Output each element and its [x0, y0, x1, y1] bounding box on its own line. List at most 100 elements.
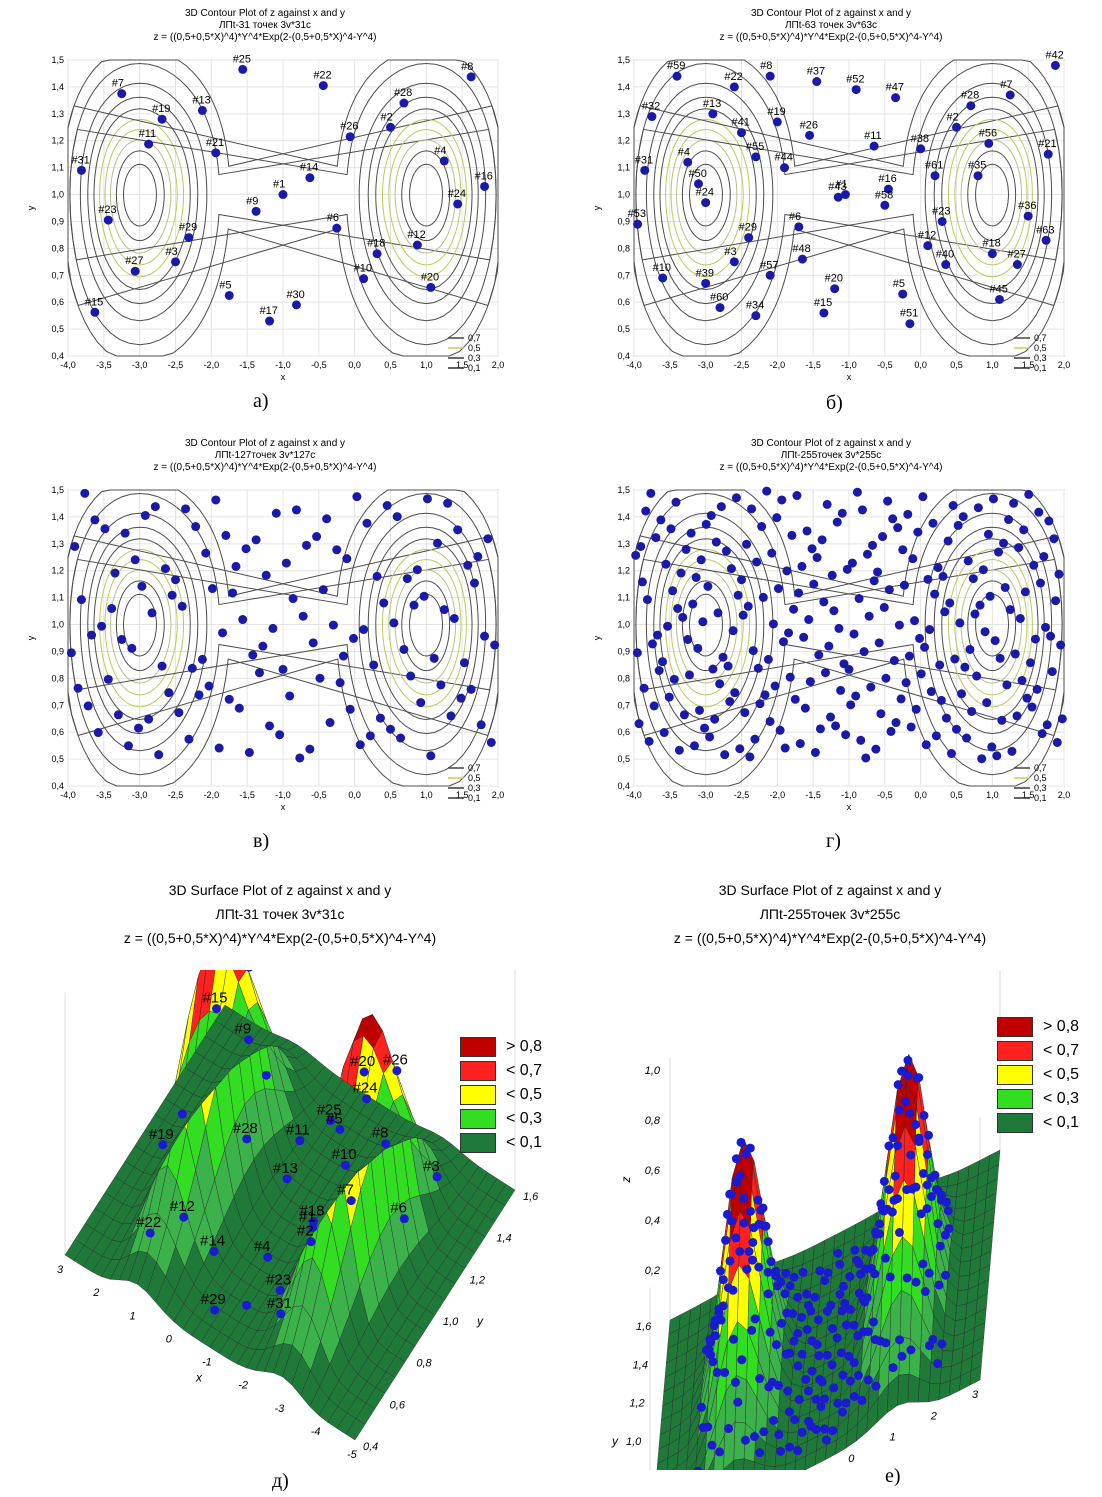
data-point: [120, 528, 130, 538]
legend-swatch: [460, 1133, 496, 1153]
data-point: [916, 1209, 926, 1219]
point-label: #42: [1045, 49, 1063, 61]
surface-patch: [671, 1466, 678, 1470]
data-point: [833, 192, 843, 202]
legend-label: 0,7: [1034, 333, 1047, 343]
y-tick-label: 0,7: [617, 700, 630, 710]
data-point: [832, 1333, 842, 1343]
contour-panel-b: 3D Contour Plot of z against x and y ЛПt…: [586, 2, 1076, 422]
contour-line: [123, 163, 157, 227]
point-label: #24: [696, 187, 714, 199]
legend: > 0,8 < 0,7 < 0,5 < 0,3 < 0,1: [460, 1035, 542, 1155]
data-point: [110, 568, 120, 578]
data-point: [790, 694, 800, 704]
point-label: #22: [724, 71, 742, 83]
data-point: [922, 1180, 932, 1190]
data-point: [936, 695, 946, 705]
contour-line: [110, 139, 172, 254]
surface-patch: [781, 1254, 795, 1271]
data-point: [810, 1292, 820, 1302]
point-label: #8: [760, 60, 772, 72]
data-point: [807, 544, 817, 554]
data-point: [812, 77, 822, 87]
data-point: [904, 651, 914, 661]
data-point: [789, 1272, 799, 1282]
data-point: [830, 284, 840, 294]
data-point: [891, 718, 901, 728]
data-point: [831, 721, 841, 731]
z-tick-label: 0,4: [645, 1215, 660, 1227]
data-point: [918, 1259, 928, 1269]
surface-panel-f: 3D Surface Plot of z against x and y ЛПt…: [560, 880, 1100, 1497]
data-point: [399, 98, 409, 108]
data-point: [903, 1071, 913, 1081]
data-point: [426, 282, 436, 292]
data-point: [879, 1176, 889, 1186]
data-point: [863, 1375, 873, 1385]
y-tick-label: 1,2: [617, 136, 630, 146]
point-label: #7: [337, 1182, 354, 1199]
data-point: [355, 740, 365, 750]
data-point: [137, 581, 147, 591]
data-point: [466, 684, 476, 694]
data-point: [683, 157, 693, 167]
legend-label: 0,7: [1034, 763, 1047, 773]
data-point: [679, 710, 689, 720]
legend-label: 0,7: [468, 763, 481, 773]
y-tick-label: 1,3: [617, 109, 630, 119]
point-label: #12: [407, 229, 425, 241]
data-point: [1057, 714, 1067, 724]
point-label: #2: [297, 1223, 314, 1240]
data-point: [686, 528, 696, 538]
data-point: [952, 122, 961, 132]
data-point: [999, 538, 1009, 548]
data-point: [820, 1276, 830, 1286]
x-tick-label: -0,5: [877, 360, 893, 370]
data-point: [1009, 498, 1019, 508]
point-label: #21: [206, 137, 224, 149]
surface-patch: [958, 1260, 971, 1277]
point-label: #12: [918, 230, 936, 242]
data-point: [724, 1423, 734, 1433]
data-point: [449, 613, 459, 623]
data-point: [729, 82, 739, 92]
data-point: [871, 1381, 881, 1391]
data-point: [640, 165, 650, 175]
y-tick-label: 0,4: [51, 351, 64, 361]
point-label: #9: [235, 1021, 252, 1038]
contour-line: [409, 593, 443, 657]
data-point: [399, 644, 409, 654]
data-point: [338, 651, 348, 661]
data-point: [706, 1350, 716, 1360]
data-point: [639, 683, 649, 693]
x-tick-label: 1: [130, 1310, 136, 1322]
data-point: [641, 506, 651, 516]
legend-label: 0,3: [1034, 353, 1047, 363]
data-point: [836, 1348, 846, 1358]
data-point: [211, 1004, 221, 1014]
data-point: [73, 683, 83, 693]
data-point: [335, 1124, 345, 1134]
data-point: [941, 1197, 951, 1207]
data-point: [661, 559, 671, 569]
x-tick-label: -0,5: [877, 790, 893, 800]
data-point: [1035, 578, 1045, 588]
data-point: [1015, 613, 1025, 623]
data-point: [792, 491, 802, 501]
data-point: [710, 1331, 720, 1341]
data-point: [835, 1289, 845, 1299]
y-tick-label: 0,6: [390, 1399, 406, 1411]
data-point: [97, 621, 107, 631]
data-point: [940, 607, 950, 617]
y-tick-label: 1,0: [51, 190, 64, 200]
data-point: [886, 726, 896, 736]
surface-patch: [957, 1274, 970, 1292]
data-point: [769, 1415, 779, 1425]
point-label: #56: [979, 127, 997, 139]
data-point: [798, 1267, 808, 1277]
data-point: [888, 514, 898, 524]
contour-line: [933, 96, 1045, 305]
data-point: [864, 611, 874, 621]
data-point: [251, 535, 261, 545]
data-point: [804, 1416, 814, 1426]
